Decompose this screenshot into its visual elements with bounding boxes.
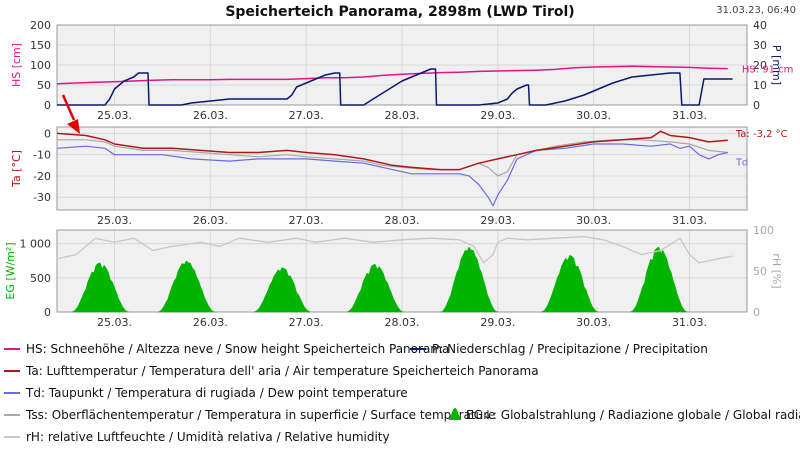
- series-area-eg-day: [440, 246, 498, 313]
- legend-text-ta: Ta: Lufttemperatur / Temperatura dell' a…: [26, 364, 539, 378]
- annotation-arrow-shaft: [61, 94, 76, 121]
- x-tick-label: 31.03.: [672, 316, 707, 329]
- y-tick-label: 100: [30, 59, 51, 72]
- x-tick-label: 26.03.: [193, 109, 228, 122]
- legend-text-eg: EG↓: Globalstrahlung / Radiazione global…: [466, 408, 800, 422]
- y2-axis-title: P [mm]: [770, 45, 783, 85]
- y2-tick-label: 30: [753, 39, 767, 52]
- series-area-eg-day: [346, 263, 404, 313]
- y2-tick-label: 10: [753, 79, 767, 92]
- annotation-layer: [61, 94, 80, 134]
- legend-swatch-eg: [448, 408, 462, 420]
- x-tick-label: 29.03.: [480, 109, 515, 122]
- y-tick-label: 150: [30, 39, 51, 52]
- y-tick-label: 500: [30, 272, 51, 285]
- y-tick-label: 0: [44, 127, 51, 140]
- y-tick-label: -20: [33, 170, 51, 183]
- y2-tick-label: 20: [753, 59, 767, 72]
- y-tick-label: -30: [33, 191, 51, 204]
- y-axis-title: EG [W/m²]: [4, 242, 17, 299]
- legend-text-rh: rH: relative Luftfeuchte / Umidità relat…: [26, 430, 390, 444]
- y2-tick-label: 40: [753, 19, 767, 32]
- series-line-p: [57, 68, 733, 106]
- series-area-eg-day: [157, 260, 216, 313]
- x-tick-label: 27.03.: [289, 109, 324, 122]
- x-tick-label: 25.03.: [97, 214, 132, 227]
- x-tick-label: 31.03.: [672, 214, 707, 227]
- y2-axis-title: rH [%]: [770, 253, 783, 288]
- y-axis-title: Ta [°C]: [10, 150, 23, 188]
- chart-title: Speicherteich Panorama, 2898m (LWD Tirol…: [225, 4, 574, 20]
- legend-text-td: Td: Taupunkt / Temperatura di rugiada / …: [26, 386, 408, 400]
- timestamp: 31.03.23, 06:40: [716, 5, 796, 16]
- legend-swatch-td: [4, 392, 20, 394]
- x-tick-label: 30.03.: [576, 316, 611, 329]
- x-tick-label: 27.03.: [289, 316, 324, 329]
- legend-swatch-rh: [4, 436, 20, 438]
- series-line-ta: [56, 130, 728, 171]
- x-tick-label: 29.03.: [480, 316, 515, 329]
- temperature-panel: 0 -10 -20 -30 25.03. 26.03. 27.03. 28.03. 29.03.…: [10, 126, 788, 227]
- current-value-label-hs: HS: 91 cm: [742, 65, 794, 76]
- series-area-eg-day: [71, 262, 129, 313]
- x-tick-label: 28.03.: [385, 214, 420, 227]
- series-line-hs: [56, 65, 728, 85]
- y-tick-label: 0: [44, 306, 51, 319]
- series-area-eg-day: [253, 267, 312, 313]
- x-tick-label: 28.03.: [385, 316, 420, 329]
- legend-text-hs: HS: Schneehöhe / Altezza neve / Snow hei…: [26, 342, 450, 356]
- x-tick-label: 26.03.: [193, 316, 228, 329]
- x-tick-label: 26.03.: [193, 214, 228, 227]
- legend-swatch-hs: [4, 348, 20, 350]
- series-line-rh: [56, 235, 733, 264]
- y2-tick-label: 100: [753, 224, 774, 237]
- current-value-label-ta: Ta: -3,2 °C: [735, 129, 788, 140]
- x-tick-label: 25.03.: [97, 316, 132, 329]
- y-axis-title: HS [cm]: [10, 43, 23, 87]
- x-tick-label: 27.03.: [289, 214, 324, 227]
- series-label-td: Td: [735, 158, 748, 169]
- annotation-arrow-head: [67, 119, 80, 134]
- x-tick-label: 31.03.: [672, 109, 707, 122]
- x-tick-label: 30.03.: [576, 109, 611, 122]
- y2-tick-label: 0: [753, 99, 760, 112]
- y2-tick-label: 50: [753, 265, 767, 278]
- series-area-eg-day: [540, 254, 599, 313]
- y-tick-label: 200: [30, 19, 51, 32]
- y2-tick-label: 0: [753, 306, 760, 319]
- plot-frame: [56, 126, 748, 211]
- legend: HS: Schneehöhe / Altezza neve / Snow hei…: [0, 338, 800, 450]
- y-tick-label: 1 000: [20, 238, 52, 251]
- y-tick-label: 0: [44, 99, 51, 112]
- plot-frame: [56, 24, 748, 106]
- x-tick-label: 28.03.: [385, 109, 420, 122]
- legend-swatch-ta: [4, 370, 20, 372]
- legend-swatch-tss: [4, 414, 20, 416]
- legend-text-p: P: Niederschlag / Precipitazione / Preci…: [432, 342, 708, 356]
- series-line-td: [56, 143, 728, 207]
- x-tick-label: 29.03.: [480, 214, 515, 227]
- x-tick-label: 25.03.: [97, 109, 132, 122]
- legend-swatch-p: [410, 348, 426, 350]
- y-tick-label: -10: [33, 149, 51, 162]
- x-tick-label: 30.03.: [576, 214, 611, 227]
- y-tick-label: 50: [37, 79, 51, 92]
- legend-text-tss: Tss: Oberflächentemperatur / Temperatura…: [26, 408, 496, 422]
